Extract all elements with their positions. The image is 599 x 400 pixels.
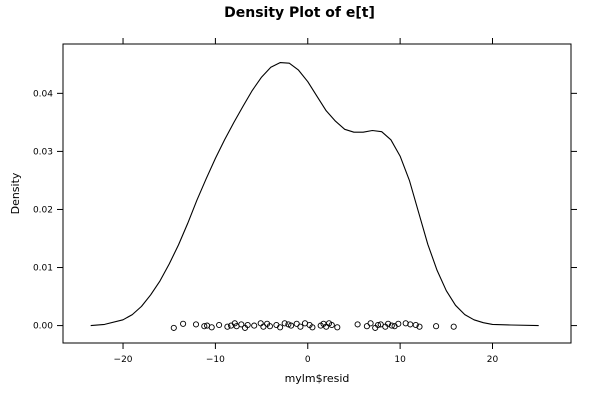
y-tick-label: 0.01	[33, 264, 53, 274]
residual-point	[244, 321, 251, 329]
residual-point	[416, 323, 423, 330]
residual-point	[224, 323, 231, 330]
residual-point	[251, 322, 258, 329]
density-curve	[90, 62, 539, 327]
residual-point	[374, 321, 382, 329]
x-axis-label: mylm$resid	[285, 372, 350, 385]
y-tick-label: 0.04	[33, 89, 53, 99]
residual-point	[433, 323, 440, 330]
residual-point	[328, 321, 335, 329]
x-tick-label: −10	[206, 355, 225, 365]
residual-point	[293, 320, 300, 327]
residual-point	[363, 323, 370, 330]
residual-point	[216, 321, 223, 329]
residual-point	[208, 324, 215, 331]
residual-point	[309, 324, 316, 331]
y-axis-ticks: 0.00 0.01 0.02 0.03 0.04	[33, 89, 577, 332]
residual-point	[388, 322, 395, 329]
residual-point	[277, 324, 284, 331]
residual-point	[257, 320, 264, 327]
residual-point	[266, 323, 273, 330]
residual-point	[192, 321, 200, 328]
residual-point	[260, 323, 267, 330]
residual-point	[334, 324, 341, 331]
residual-point	[297, 323, 304, 330]
residual-point	[238, 321, 245, 328]
residual-point	[367, 320, 374, 327]
residual-point	[395, 320, 402, 327]
residual-point	[201, 323, 208, 330]
x-axis-ticks: −20 −10 0 10 20	[114, 38, 499, 365]
x-tick-label: 10	[394, 355, 406, 365]
y-tick-label: 0.02	[33, 205, 53, 215]
residual-point	[450, 323, 457, 330]
y-tick-label: 0.03	[33, 147, 53, 157]
chart-title: Density Plot of e[t]	[224, 5, 375, 21]
residual-point	[281, 320, 288, 327]
residual-point	[385, 320, 392, 327]
residual-point	[170, 324, 177, 331]
residual-point	[180, 320, 187, 327]
residual-point	[412, 321, 419, 329]
residual-point	[354, 321, 361, 328]
residual-point	[288, 322, 295, 329]
y-tick-label: 0.00	[33, 322, 53, 332]
plot-area	[90, 62, 539, 331]
x-tick-label: 20	[487, 355, 499, 365]
y-axis-label: Density	[9, 172, 22, 214]
plot-frame	[62, 43, 572, 344]
x-tick-label: 0	[305, 355, 311, 365]
x-tick-label: −20	[114, 355, 133, 365]
